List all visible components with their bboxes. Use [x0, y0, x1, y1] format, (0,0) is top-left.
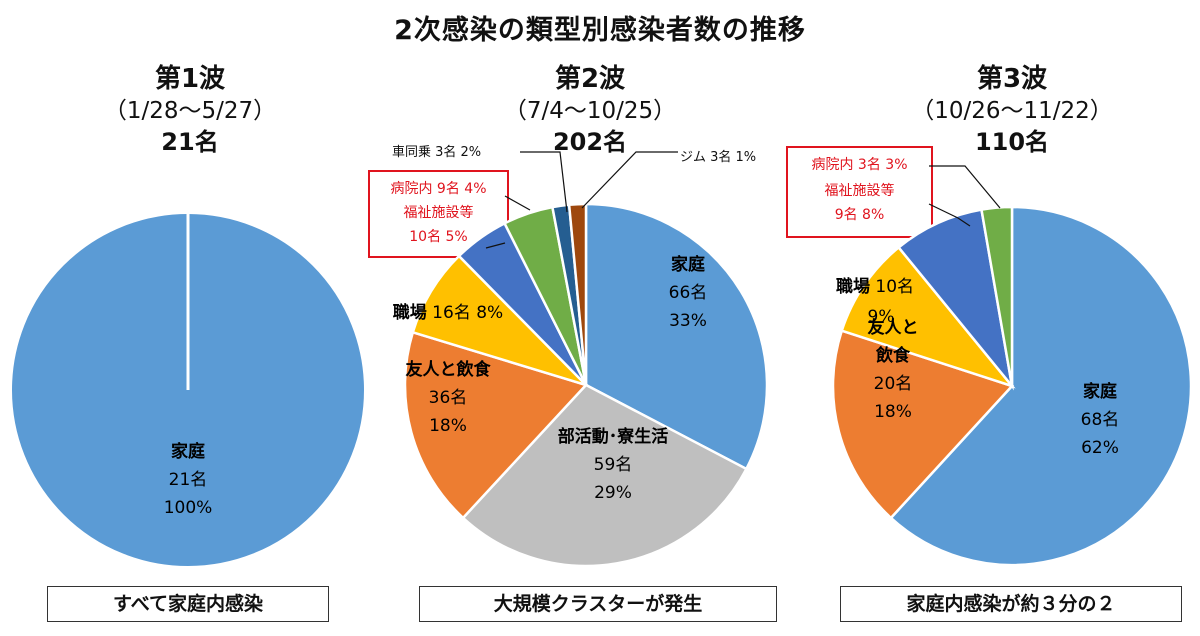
- w2-car-callout: 車同乗 3名 2%: [392, 145, 482, 160]
- slice-label-w3-1-2: 20名: [874, 374, 913, 394]
- w2-welfare-callout-line1: 福祉施設等: [403, 205, 474, 221]
- wave2-period: （7/4〜10/25）: [503, 98, 677, 124]
- w2-hospital-leader: [504, 195, 531, 211]
- wave3-period: （10/26〜11/22）: [911, 98, 1113, 124]
- chart-title: 2次感染の類型別感染者数の推移: [394, 15, 806, 46]
- wave3-title: 第3波: [976, 64, 1048, 94]
- slice-label-w2-0-0: 家庭: [671, 254, 705, 275]
- slice-label-w3-1-1: 飲食: [875, 345, 911, 366]
- wave3-summary: 家庭内感染が約３分の２: [840, 586, 1182, 622]
- w2-gym-callout: ジム 3名 1%: [680, 150, 757, 165]
- w3-hospital-leader: [929, 165, 1001, 209]
- pie-slice-w3-2: [840, 245, 1016, 389]
- slice-label-w3-0-1: 68名: [1081, 410, 1120, 430]
- w2-welfare-callout-line2: 10名 5%: [409, 229, 468, 245]
- slice-label-w2-1-0: 部活動･寮生活: [558, 426, 669, 447]
- w3-welfare-callout-line2: 9名 8%: [834, 207, 885, 223]
- w2-welfare-leader: [485, 242, 506, 249]
- wave1-period: （1/28〜5/27）: [103, 98, 277, 124]
- wave3-total: 110名: [974, 128, 1050, 156]
- slice-pct-w3-2: 9%: [868, 307, 895, 327]
- w2-gym-leader: [581, 151, 678, 209]
- slice-label-w3-1-0: 友人と: [868, 317, 919, 338]
- pie-wave-1: [10, 212, 366, 568]
- pie-slice-w2-2: [403, 330, 589, 520]
- w3-hospital-callout: 病院内 3名 3%: [811, 157, 908, 173]
- pie-slice-w3-1: [831, 329, 1015, 520]
- pie-slice-w3-0: [889, 205, 1193, 567]
- wave3-highlight-box: [786, 146, 933, 238]
- slice-label-w3-1-3: 18%: [874, 402, 912, 422]
- w3-welfare-leader: [928, 203, 971, 227]
- slice-label-w2-2-2: 18%: [429, 416, 467, 436]
- wave2-summary: 大規模クラスターが発生: [419, 586, 777, 622]
- pie-slice-w2-1: [461, 383, 749, 568]
- pie-slice-w3-3: [896, 208, 1015, 391]
- slice-label-w2-3: 職場 16名 8%: [393, 302, 503, 323]
- slice-label-w3-0-2: 62%: [1081, 438, 1119, 458]
- slice-label-w2-1-1: 59名: [594, 455, 633, 475]
- pie-slice-w2-3: [411, 254, 587, 387]
- pie-slice-w3-4: [980, 205, 1014, 387]
- w2-hospital-callout: 病院内 9名 4%: [390, 181, 487, 197]
- wave1-title: 第1波: [154, 64, 226, 94]
- wave2-header: 第2波 （7/4〜10/25） 202名: [440, 62, 740, 158]
- wave2-title: 第2波: [554, 64, 626, 94]
- slice-label-w2-1-2: 29%: [594, 483, 632, 503]
- w2-car-leader: [520, 151, 568, 213]
- slice-label-w1-0-2: 100%: [164, 498, 213, 518]
- slice-label-w2-0-1: 66名: [669, 283, 708, 303]
- slice-label-w1-0-0: 家庭: [171, 441, 205, 462]
- slice-label-w1-0-1: 21名: [169, 470, 208, 490]
- pie-slice-w2-0: [584, 202, 769, 471]
- slice-label-w2-2-1: 36名: [429, 388, 468, 408]
- wave3-header: 第3波 （10/26〜11/22） 110名: [862, 62, 1162, 158]
- w3-welfare-callout-line1: 福祉施設等: [824, 183, 895, 199]
- pie-wave-2: [403, 202, 769, 568]
- pie-wave-3: [831, 205, 1193, 567]
- slice-label-w2-0-2: 33%: [669, 311, 707, 331]
- slice-label-w2-2-0: 友人と飲食: [406, 359, 492, 380]
- wave1-summary: すべて家庭内感染: [47, 586, 329, 622]
- wave2-total: 202名: [552, 128, 628, 156]
- wave1-header: 第1波 （1/28〜5/27） 21名: [40, 62, 340, 158]
- wave1-total: 21名: [161, 128, 219, 156]
- slice-label-w3-2: 職場 10名: [836, 276, 914, 297]
- slice-label-w3-0-0: 家庭: [1083, 381, 1117, 402]
